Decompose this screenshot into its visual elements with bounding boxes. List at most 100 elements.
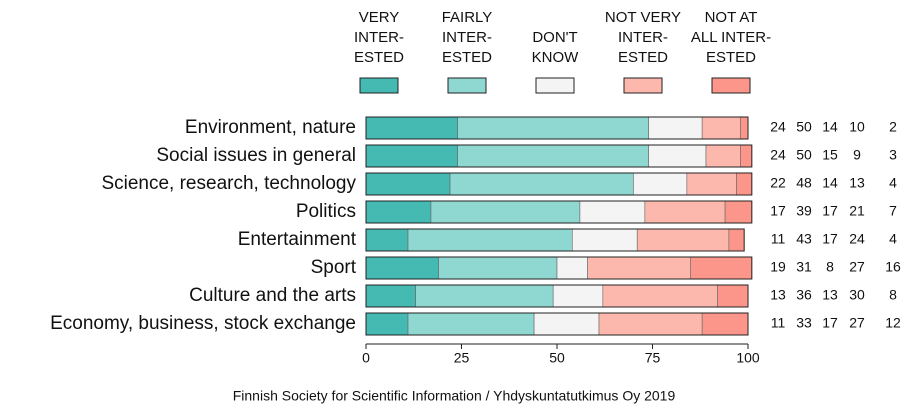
value-label: 27 <box>849 259 865 275</box>
x-tick-label: 0 <box>362 350 370 366</box>
value-label: 39 <box>796 203 812 219</box>
bar-segment <box>701 312 749 336</box>
value-label: 9 <box>853 147 861 163</box>
value-label: 21 <box>849 203 865 219</box>
legend-line: VERY <box>359 9 400 26</box>
bar-segment <box>579 200 646 224</box>
source: Finnish Society for Scientific Informati… <box>233 388 676 404</box>
legend-label: NOT VERY INTER- ESTED <box>605 9 681 66</box>
value-label: 7 <box>889 203 897 219</box>
legend-line: FAIRLY <box>442 9 493 26</box>
legend-swatch <box>711 77 751 94</box>
category-label: Environment, nature <box>185 117 356 138</box>
value-label: 12 <box>885 315 901 331</box>
legend-label: VERY INTER- ESTED <box>354 9 404 66</box>
value-label: 17 <box>822 231 838 247</box>
bar-segment <box>724 200 753 224</box>
x-tick-label: 25 <box>454 350 470 366</box>
value-label: 15 <box>822 147 838 163</box>
legend-swatch <box>535 77 575 94</box>
bar-outline <box>365 116 749 140</box>
bar-segment <box>457 144 649 168</box>
bar-segment <box>365 200 432 224</box>
value-label: 10 <box>849 119 865 135</box>
value-label: 13 <box>849 175 865 191</box>
value-label: 17 <box>822 315 838 331</box>
bar-segment <box>587 256 691 280</box>
bar-segment <box>636 228 730 252</box>
bar-segment <box>365 144 458 168</box>
bar-segment <box>438 256 558 280</box>
value-label: 50 <box>796 147 812 163</box>
bar-segment <box>430 200 581 224</box>
bar-outline <box>365 200 753 224</box>
legend-line: ALL INTER- <box>691 29 771 46</box>
value-label: 31 <box>796 259 812 275</box>
legend-label: FAIRLY INTER- ESTED <box>442 9 493 66</box>
value-label: 13 <box>770 287 786 303</box>
x-tick-label: 75 <box>645 350 661 366</box>
bar-segment <box>644 200 726 224</box>
bar-segment <box>556 256 588 280</box>
bar-segment <box>365 312 409 336</box>
bar-segment <box>365 228 409 252</box>
bar-segment <box>407 312 535 336</box>
value-label: 24 <box>849 231 865 247</box>
value-label: 14 <box>822 175 838 191</box>
legend-swatch <box>359 77 399 94</box>
bar-segment <box>736 172 753 196</box>
bar-segment <box>728 228 745 252</box>
legend-label: NOT AT ALL INTER- ESTED <box>691 9 771 66</box>
bar-outline <box>365 144 753 168</box>
bar-segment <box>648 116 703 140</box>
bar-outline <box>365 312 749 336</box>
bar-outline <box>365 172 753 196</box>
value-label: 14 <box>822 119 838 135</box>
bar-segment <box>690 256 753 280</box>
category-label: Sport <box>311 257 357 278</box>
bar-segment <box>740 116 749 140</box>
value-label: 27 <box>849 315 865 331</box>
value-label: 33 <box>796 315 812 331</box>
legend-line: ESTED <box>442 49 492 66</box>
bar-segment <box>365 256 439 280</box>
category-label: Science, research, technology <box>101 173 356 194</box>
bar-segment <box>740 144 753 168</box>
value-label: 22 <box>770 175 786 191</box>
bar-segment <box>705 144 741 168</box>
x-tick-label: 100 <box>736 350 760 366</box>
legend-swatch <box>447 77 487 94</box>
legend-line: NOT AT <box>705 9 758 26</box>
bar-outline <box>365 284 749 308</box>
value-label: 3 <box>889 147 897 163</box>
bar-segment <box>633 172 688 196</box>
value-label: 11 <box>771 231 786 247</box>
legend-line: INTER- <box>618 29 668 46</box>
value-label: 4 <box>889 175 897 191</box>
bar-segment <box>598 312 703 336</box>
bar-segment <box>602 284 718 308</box>
legend-line: ESTED <box>354 49 404 66</box>
legend-line: ESTED <box>618 49 668 66</box>
bar-segment <box>365 284 416 308</box>
x-tick-label: 50 <box>549 350 565 366</box>
legend-line: DON'T <box>532 29 577 46</box>
value-label: 30 <box>849 287 865 303</box>
legend-line: KNOW <box>532 49 580 66</box>
value-label: 50 <box>796 119 812 135</box>
legend-line: ESTED <box>706 49 756 66</box>
category-label: Social issues in general <box>156 145 356 166</box>
value-label: 17 <box>770 203 786 219</box>
bar-segment <box>407 228 573 252</box>
bar-segment <box>717 284 749 308</box>
category-label: Culture and the arts <box>189 285 356 306</box>
value-label: 2 <box>889 119 897 135</box>
value-label: 13 <box>822 287 838 303</box>
value-label: 24 <box>770 147 786 163</box>
bar-segment <box>648 144 707 168</box>
bar-segment <box>457 116 649 140</box>
value-label: 11 <box>771 315 786 331</box>
legend-line: INTER- <box>442 29 492 46</box>
legend-line: INTER- <box>354 29 404 46</box>
bar-outline <box>365 256 753 280</box>
